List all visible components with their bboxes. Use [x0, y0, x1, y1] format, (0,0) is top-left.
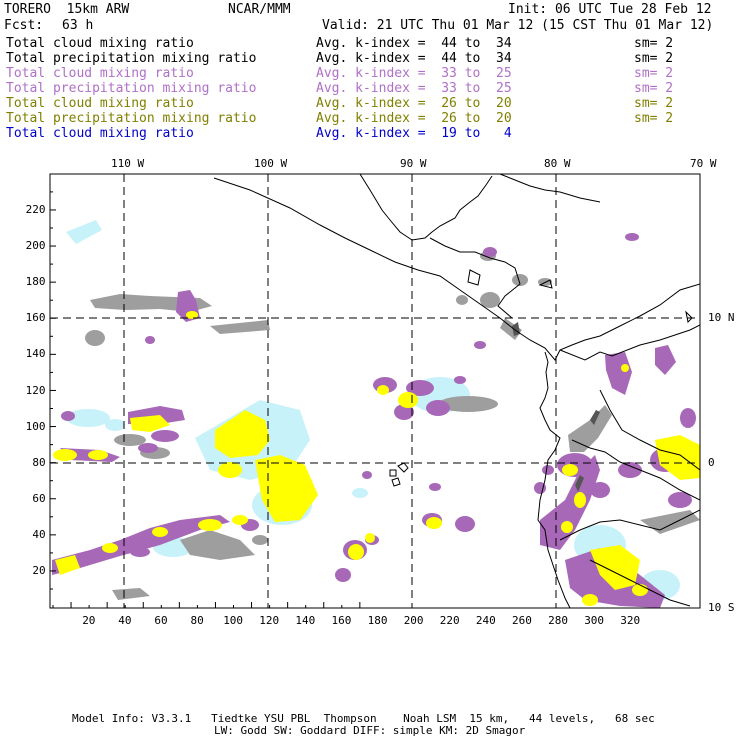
x-tick-label: 100 — [223, 614, 244, 627]
legend-smoothing: sm= 2 — [634, 51, 674, 66]
legend-k-index: Avg. k-index = 19 to 4 — [316, 126, 512, 141]
yellow-cloud-layer — [53, 311, 700, 606]
legend-field: Total cloud mixing ratio — [6, 66, 194, 81]
x-tick-label: 240 — [475, 614, 496, 627]
legend-k-index: Avg. k-index = 33 to 25 — [316, 81, 512, 96]
x-tick-label: 140 — [295, 614, 316, 627]
y-tick-label: 100 — [25, 419, 46, 433]
legend-k-index: Avg. k-index = 26 to 20 — [316, 111, 512, 126]
legend-field: Total precipitation mixing ratio — [6, 81, 257, 96]
x-tick-label: 260 — [512, 614, 532, 627]
coastlines — [213, 174, 700, 608]
x-tick-label: 40 — [118, 614, 132, 627]
legend-smoothing: sm= 2 — [634, 66, 674, 81]
x-tick-label: 20 — [82, 614, 96, 627]
x-tick-label: 280 — [548, 614, 568, 627]
legend-field: Total precipitation mixing ratio — [6, 51, 257, 66]
legend-field: Total cloud mixing ratio — [6, 36, 194, 51]
legend-smoothing: sm= 2 — [634, 36, 674, 51]
lon-label: 70 W — [690, 157, 717, 170]
lat-label: 10 S — [708, 601, 735, 614]
x-tick-label: 200 — [403, 614, 424, 627]
y-tick-label: 200 — [25, 239, 46, 253]
y-tick-label: 120 — [25, 383, 46, 397]
lon-label: 80 W — [544, 157, 571, 170]
gray-cloud-layer — [85, 251, 700, 600]
init-time: Init: 06 UTC Tue 28 Feb 12 — [508, 2, 712, 17]
model-title: TORERO 15km ARW — [4, 2, 130, 17]
y-tick-label: 40 — [32, 527, 46, 541]
x-tick-label: 60 — [154, 614, 168, 627]
legend-smoothing: sm= 2 — [634, 81, 674, 96]
x-tick-label: 80 — [190, 614, 204, 627]
lat-lon-grid — [50, 174, 700, 608]
y-tick-label: 140 — [25, 347, 46, 361]
y-tick-label: 220 — [25, 203, 46, 216]
lon-label: 100 W — [254, 157, 288, 170]
map-frame — [49, 173, 701, 609]
y-tick-label: 60 — [32, 491, 46, 505]
legend-k-index: Avg. k-index = 44 to 34 — [316, 36, 512, 51]
legend-k-index: Avg. k-index = 33 to 25 — [316, 66, 512, 81]
legend-field: Total precipitation mixing ratio — [6, 111, 257, 126]
valid-time: Valid: 21 UTC Thu 01 Mar 12 (15 CST Thu … — [322, 18, 714, 33]
lat-label: 10 N — [708, 311, 735, 324]
x-tick-label: 320 — [620, 614, 641, 627]
y-tick-label: 180 — [25, 275, 46, 289]
legend-field: Total cloud mixing ratio — [6, 96, 194, 111]
lon-label: 110 W — [111, 157, 145, 170]
x-tick-label: 160 — [331, 614, 352, 627]
legend-k-index: Avg. k-index = 44 to 34 — [316, 51, 512, 66]
legend-smoothing: sm= 2 — [634, 96, 674, 111]
legend-k-index: Avg. k-index = 26 to 20 — [316, 96, 512, 111]
y-tick-label: 80 — [32, 455, 46, 469]
x-tick-label: 120 — [259, 614, 280, 627]
organization: NCAR/MMM — [228, 2, 291, 17]
x-tick-label: 180 — [367, 614, 388, 627]
x-tick-label: 220 — [439, 614, 460, 627]
forecast-label: Fcst: — [4, 18, 44, 33]
lon-label: 90 W — [400, 157, 427, 170]
x-tick-label: 300 — [584, 614, 605, 627]
footer-model-info: Model Info: V3.3.1 Tiedtke YSU PBL Thomp… — [72, 712, 655, 725]
legend-field: Total cloud mixing ratio — [6, 126, 194, 141]
legend-smoothing: sm= 2 — [634, 111, 674, 126]
lat-label: 0 — [708, 456, 715, 469]
y-tick-label: 20 — [32, 564, 46, 577]
y-tick-label: 160 — [25, 311, 46, 325]
footer-physics-info: LW: Godd SW: Goddard DIFF: simple KM: 2D… — [214, 724, 526, 737]
forecast-hour: 63 h — [62, 18, 94, 33]
